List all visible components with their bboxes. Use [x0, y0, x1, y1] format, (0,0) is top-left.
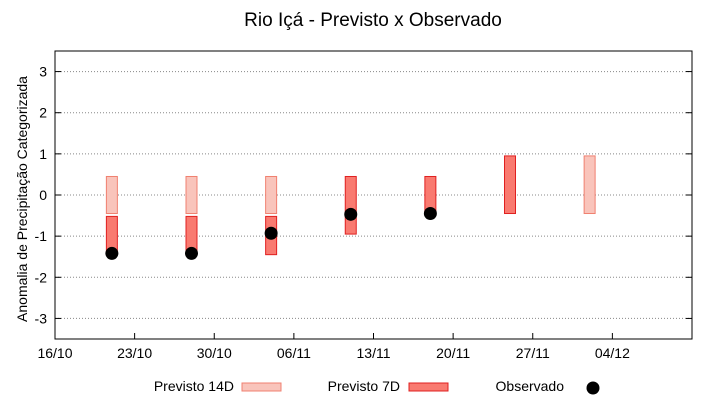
points-layer: [105, 207, 437, 260]
x-tick-label: 20/11: [436, 345, 470, 361]
observed-point: [344, 207, 358, 221]
range-bar-previsto-14d: [185, 175, 198, 215]
observed-point: [105, 246, 119, 260]
observed-point: [423, 207, 437, 221]
range-bar-previsto-7d: [344, 175, 357, 235]
y-axis-label: Anomalia de Precipitação Categorizada: [14, 76, 30, 322]
observed-point: [185, 246, 198, 260]
legend-label: Previsto 14D: [154, 378, 234, 394]
y-tick-label: 1: [39, 146, 47, 162]
range-bar-previsto-14d: [105, 175, 118, 215]
x-tick-label: 23/10: [117, 345, 152, 361]
legend-label: Observado: [496, 378, 565, 394]
bars-layer: [105, 155, 596, 256]
x-tick-label: 30/10: [197, 345, 232, 361]
range-bar-previsto-14d: [583, 155, 596, 215]
legend-label: Previsto 7D: [328, 378, 400, 394]
legend-marker: [586, 381, 600, 395]
y-tick-label: 0: [39, 187, 47, 203]
x-tick-label: 27/11: [516, 345, 550, 361]
x-tick-label: 04/12: [595, 345, 630, 361]
gridlines: [55, 71, 692, 319]
y-tick-label: -3: [35, 310, 48, 326]
y-tick-label: -1: [35, 228, 48, 244]
y-tick-label: 3: [39, 64, 47, 80]
legend-swatch: [241, 382, 282, 392]
x-tick-label: 13/11: [357, 345, 391, 361]
legend-swatch: [408, 382, 449, 392]
x-tick-label: 16/10: [37, 345, 72, 361]
x-tick-label: 06/11: [277, 345, 311, 361]
range-bar-previsto-14d: [265, 175, 278, 215]
range-bar-previsto-7d: [504, 155, 516, 215]
y-tick-label: -2: [35, 269, 48, 285]
legend: Previsto 14D Previsto 7D Observado: [154, 378, 600, 395]
chart-title: Rio Içá - Previsto x Observado: [244, 10, 502, 31]
y-tick-label: 2: [39, 105, 47, 121]
axis-ticks: 3 2 1 0 -1 -2 -3 16/10 23/10 30/10 06/11 13/11 20/11…: [35, 64, 692, 361]
observed-point: [264, 226, 278, 240]
